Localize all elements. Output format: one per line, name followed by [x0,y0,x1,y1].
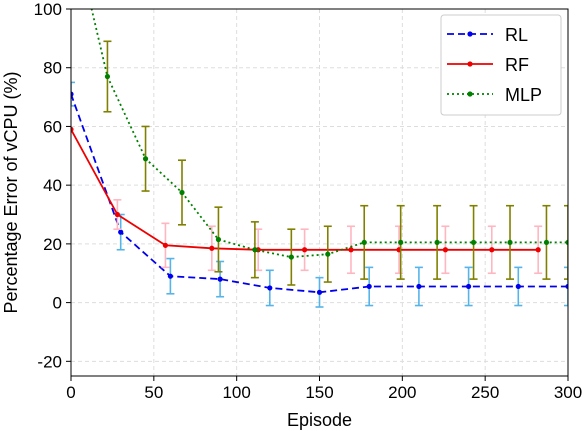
series-layer [71,9,568,308]
mlp-point [361,239,367,246]
rl-point [316,289,323,295]
legend-marker-mlp [467,91,473,97]
rl-point [565,283,568,290]
mlp-point [434,239,440,246]
x-tick-label: 250 [471,383,499,402]
mlp-point [179,189,185,196]
legend-marker-rf [467,61,473,67]
y-tick-label: 40 [43,176,62,195]
rf-point [209,245,215,251]
legend-marker-rl [467,31,473,37]
legend-label-rl: RL [505,25,528,45]
x-tick-label: 50 [144,383,163,402]
y-tick-label: 0 [53,294,62,313]
legend-box [440,14,562,116]
mlp-point [104,73,111,80]
rf-point [489,247,495,253]
rf-point [535,247,541,253]
x-axis-title: Episode [287,410,352,430]
series-rl [71,81,568,308]
x-tick-label: 100 [222,383,250,402]
rf-point [348,247,354,253]
rf-point [114,211,120,218]
rl-point [416,283,422,290]
x-tick-label: 300 [554,383,582,402]
mlp-point [142,156,149,162]
y-tick-label: 80 [43,59,62,78]
legend-item-mlp: MLP [447,85,542,105]
mlp-point [215,236,222,243]
y-axis-title: Percentage Error of vCPU (%) [1,71,21,313]
y-tick-label: 60 [43,117,62,136]
rf-point [442,247,449,253]
mlp-point [398,239,404,246]
rl-point [167,273,173,279]
series-mlp [90,9,568,286]
rl-point [217,276,223,282]
legend: RL RF MLP [440,14,562,116]
mlp-point [565,239,568,246]
mlp-point [325,251,331,257]
legend-item-rl: RL [447,25,528,45]
rl-point [267,285,273,291]
mlp-point [252,247,258,253]
x-tick-label: 0 [66,383,75,402]
y-tick-label: 100 [34,0,62,19]
rf-point [301,247,308,253]
rl-point [366,283,372,290]
mlp-point [507,239,513,246]
series-rf [71,126,543,275]
x-tick-label: 200 [388,383,416,402]
rf-point [162,242,169,248]
y-tick-label: 20 [43,235,62,254]
mlp-point [288,254,294,260]
mlp-point [470,239,477,246]
legend-label-mlp: MLP [505,85,542,105]
legend-label-rf: RF [505,55,529,75]
rl-point [118,229,124,235]
y-tick-label: -20 [37,352,62,371]
rl-point [466,283,472,290]
rf-point [71,126,74,132]
x-tick-label: 150 [305,383,333,402]
legend-item-rf: RF [447,55,529,75]
rl-point [515,283,521,290]
rl-point [71,91,74,97]
mlp-point [543,239,550,246]
